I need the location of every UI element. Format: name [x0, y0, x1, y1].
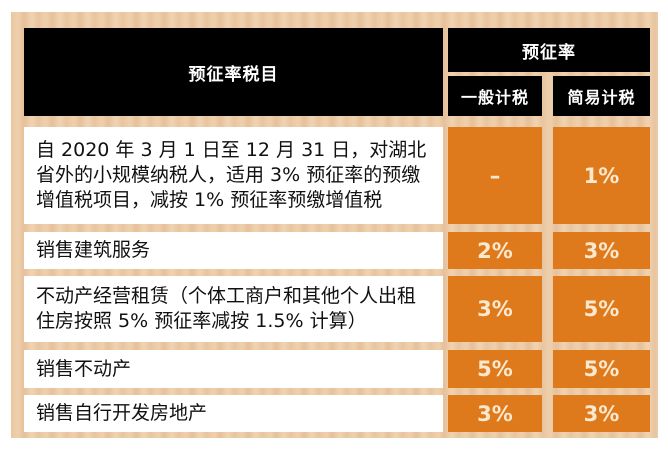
simple-rate: 3% [553, 395, 650, 432]
header-item-column: 预征率税目 [24, 28, 443, 116]
table-row-item: 销售自行开发房地产 [24, 395, 443, 432]
table-row-item: 销售建筑服务 [24, 232, 443, 269]
header-rate-group: 预征率 [448, 28, 650, 72]
general-rate: 5% [448, 350, 542, 388]
header-general: 一般计税 [448, 76, 542, 116]
general-rate: 3% [448, 395, 542, 432]
simple-rate: 5% [553, 350, 650, 388]
table-row-item: 自 2020 年 3 月 1 日至 12 月 31 日，对湖北省外的小规模纳税人… [24, 127, 443, 224]
general-rate: 3% [448, 276, 542, 342]
header-simple: 简易计税 [553, 76, 650, 116]
general-rate: – [448, 127, 542, 224]
table-row-item: 销售不动产 [24, 350, 443, 388]
simple-rate: 3% [553, 232, 650, 269]
table-row-item: 不动产经营租赁（个体工商户和其他个人出租住房按照 5% 预征率减按 1.5% 计… [24, 276, 443, 342]
general-rate: 2% [448, 232, 542, 269]
simple-rate: 5% [553, 276, 650, 342]
simple-rate: 1% [553, 127, 650, 224]
